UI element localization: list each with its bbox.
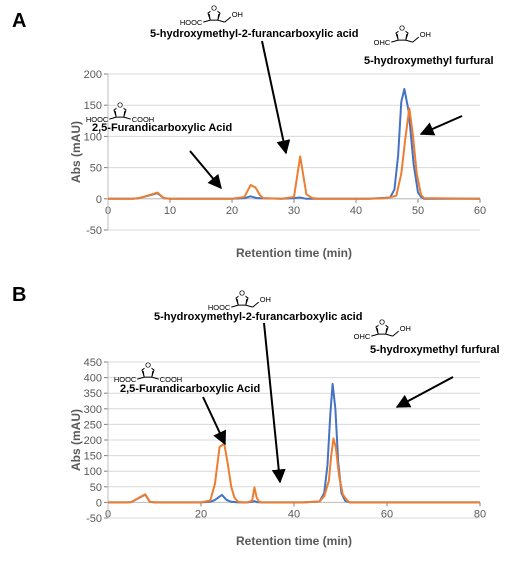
svg-text:0: 0 — [96, 497, 102, 509]
svg-text:400: 400 — [84, 373, 102, 385]
svg-text:300: 300 — [84, 404, 102, 416]
svg-text:50: 50 — [90, 163, 102, 175]
svg-text:10: 10 — [164, 205, 176, 217]
annotation-a-fdca: 2,5-Furandicarboxylic Acid — [92, 122, 232, 134]
annotation-a-hmf: 5-hydroxymethyl furfural — [364, 55, 494, 67]
panel-b: B -5005010015020025030035040045002040608… — [0, 280, 525, 572]
svg-text:Retention time (min): Retention time (min) — [236, 246, 352, 260]
svg-text:80: 80 — [474, 508, 486, 520]
svg-text:50: 50 — [90, 482, 102, 494]
annotation-b-hmfca: 5-hydroxymethyl-2-furancarboxylic acid — [154, 311, 362, 323]
svg-text:Retention time (min): Retention time (min) — [236, 534, 352, 548]
svg-text:30: 30 — [288, 205, 300, 217]
svg-text:50: 50 — [412, 205, 424, 217]
svg-text:60: 60 — [474, 205, 486, 217]
svg-text:250: 250 — [84, 419, 102, 431]
panel-a-label: A — [12, 10, 26, 33]
annotation-a-hmfca: 5-hydroxymethyl-2-furancarboxylic acid — [150, 28, 358, 40]
svg-text:150: 150 — [84, 100, 102, 112]
svg-text:200: 200 — [84, 435, 102, 447]
chromatogram-a: -500501001502000102030405060Retention ti… — [70, 64, 490, 260]
svg-text:-50: -50 — [86, 513, 102, 525]
svg-text:450: 450 — [84, 357, 102, 369]
svg-text:Abs (mAU): Abs (mAU) — [70, 121, 83, 183]
panel-a: A -500501001502000102030405060Retention … — [0, 0, 525, 280]
svg-text:40: 40 — [288, 508, 300, 520]
svg-text:100: 100 — [84, 466, 102, 478]
panel-b-label: B — [12, 284, 26, 307]
annotation-b-hmf: 5-hydroxymethyl furfural — [370, 344, 500, 356]
svg-text:350: 350 — [84, 388, 102, 400]
figure-root: { "panels": { "A": { "label": "A", "plot… — [0, 0, 525, 572]
svg-text:60: 60 — [381, 508, 393, 520]
svg-text:-50: -50 — [86, 225, 102, 237]
annotation-b-fdca: 2,5-Furandicarboxylic Acid — [120, 383, 260, 395]
chromatogram-b: -50050100150200250300350400450020406080R… — [70, 352, 490, 548]
svg-text:Abs (mAU): Abs (mAU) — [70, 409, 83, 471]
svg-text:20: 20 — [226, 205, 238, 217]
svg-text:0: 0 — [96, 194, 102, 206]
svg-text:150: 150 — [84, 451, 102, 463]
svg-text:20: 20 — [195, 508, 207, 520]
svg-text:40: 40 — [350, 205, 362, 217]
svg-text:200: 200 — [84, 69, 102, 81]
